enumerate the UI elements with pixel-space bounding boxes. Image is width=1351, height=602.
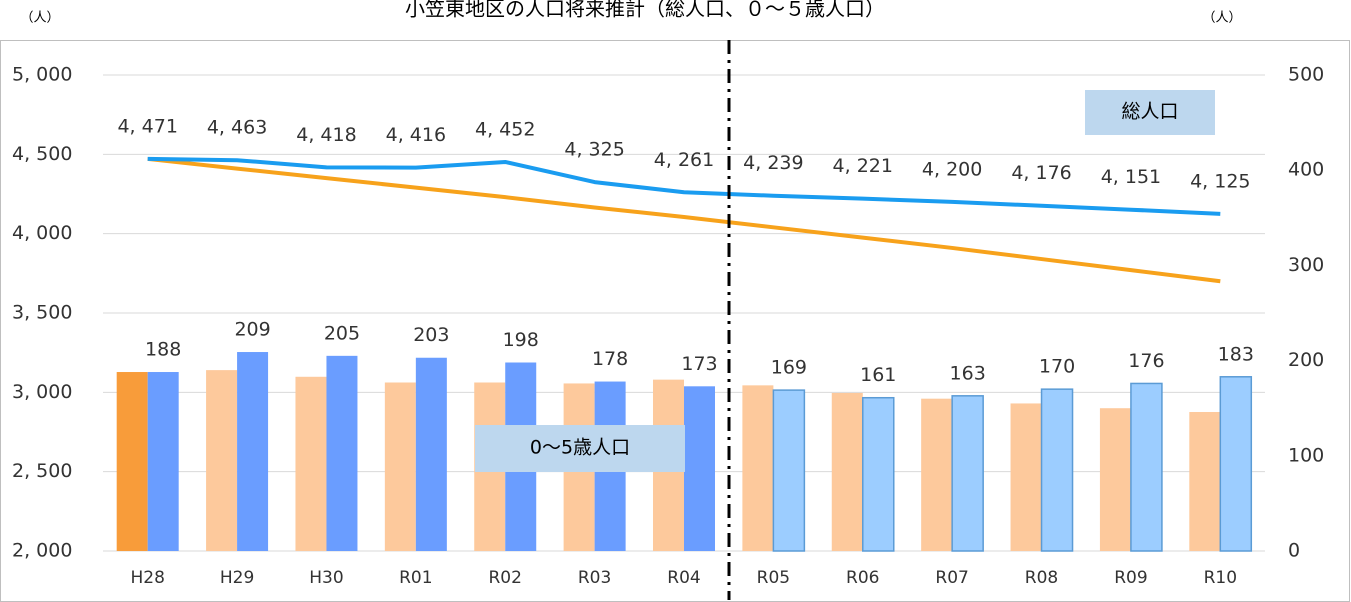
y-tick-label: 4, 500 [12,143,72,165]
line-label: 4, 176 [1011,162,1071,184]
x-tick-label: R09 [1114,568,1147,588]
bar-label: 209 [234,319,270,341]
bars: 188 209 205 203 198 178 173 169 161 163 170 176 183 [116,319,1254,552]
bar [206,370,238,551]
bar [147,372,179,551]
bar-label: 183 [1218,343,1254,365]
bar-label: 163 [950,362,986,384]
x-tick-label: R05 [757,568,790,588]
x-tick-label: R07 [935,568,968,588]
bar [684,386,715,551]
grid: 2, 000 2, 500 3, 000 3, 500 4, 000 4, 500 5, 0… [12,64,1324,589]
annotation-box [1085,90,1215,135]
annotation: 0～5歳人口 [530,437,630,459]
x-tick-label: R02 [489,568,522,588]
bar [1189,412,1221,551]
line-label: 4, 200 [922,158,982,180]
bar [384,382,416,551]
x-tick-label: R08 [1025,568,1058,588]
x-tick-label: H29 [220,568,254,588]
y-tick-label: 5, 000 [12,64,72,86]
line-label: 4, 239 [743,152,803,174]
bar [1010,403,1042,551]
chart-title: 小笠東地区の人口将来推計（総人口、０～５歳人口） [405,0,885,21]
line-label: 4, 261 [654,149,714,171]
line-label: 4, 471 [117,115,177,137]
bar [772,389,806,552]
y2-tick-label: 0 [1288,540,1300,562]
bar [862,396,895,552]
bar [951,395,984,552]
bar [237,352,269,551]
line [147,156,1221,216]
y-tick-label: 2, 500 [12,460,72,482]
y2-axis-unit: （人） [1202,11,1241,26]
line-label: 4, 151 [1101,166,1161,188]
bar-label: 188 [145,339,181,361]
bar [1040,388,1074,552]
bar [831,392,863,551]
x-tick-label: R10 [1204,568,1237,588]
bar-label: 170 [1039,356,1075,378]
line-label: 4, 125 [1190,170,1250,192]
line-label: 4, 452 [475,118,535,140]
line-label: 4, 418 [296,124,356,146]
y-tick-label: 2, 000 [12,540,72,562]
bar [116,372,148,551]
line [147,156,1221,284]
y-axis-unit: （人） [20,11,59,26]
annotation: 総人口 [1121,101,1178,123]
y-tick-label: 3, 000 [12,381,72,403]
bar-label: 176 [1128,350,1164,372]
line-label: 4, 221 [833,155,893,177]
bar-label: 198 [503,329,539,351]
bar [1099,408,1131,551]
y2-tick-label: 300 [1288,254,1324,276]
line-label: 4, 325 [564,139,624,161]
bar [326,355,358,551]
bar-label: 178 [592,348,628,370]
x-tick-label: R01 [399,568,432,588]
y2-tick-label: 500 [1288,64,1324,86]
bar-label: 203 [413,324,449,346]
bar-label: 161 [860,364,896,386]
line-label: 4, 463 [207,117,267,139]
y-tick-label: 3, 500 [12,302,72,324]
bar [921,398,953,551]
y2-tick-label: 100 [1288,444,1324,466]
x-tick-label: R06 [846,568,879,588]
line-label: 4, 416 [386,124,446,146]
lines: 4, 471 4, 463 4, 418 4, 416 4, 452 4, 325 4, 2… [117,115,1251,284]
bar [742,385,774,551]
y2-tick-label: 200 [1288,349,1324,371]
bar-label: 173 [681,353,717,375]
bar-label: 169 [771,357,807,379]
bar [1130,382,1163,552]
bar [295,376,327,551]
bar [1219,376,1253,552]
x-tick-label: R04 [667,568,700,588]
x-tick-label: H30 [309,568,343,588]
annotation-box [475,425,685,472]
y2-tick-label: 400 [1288,159,1324,181]
bar [415,357,447,551]
y-tick-label: 4, 000 [12,222,72,244]
x-tick-label: R03 [578,568,611,588]
bar-label: 205 [324,322,360,344]
x-tick-label: H28 [130,568,164,588]
